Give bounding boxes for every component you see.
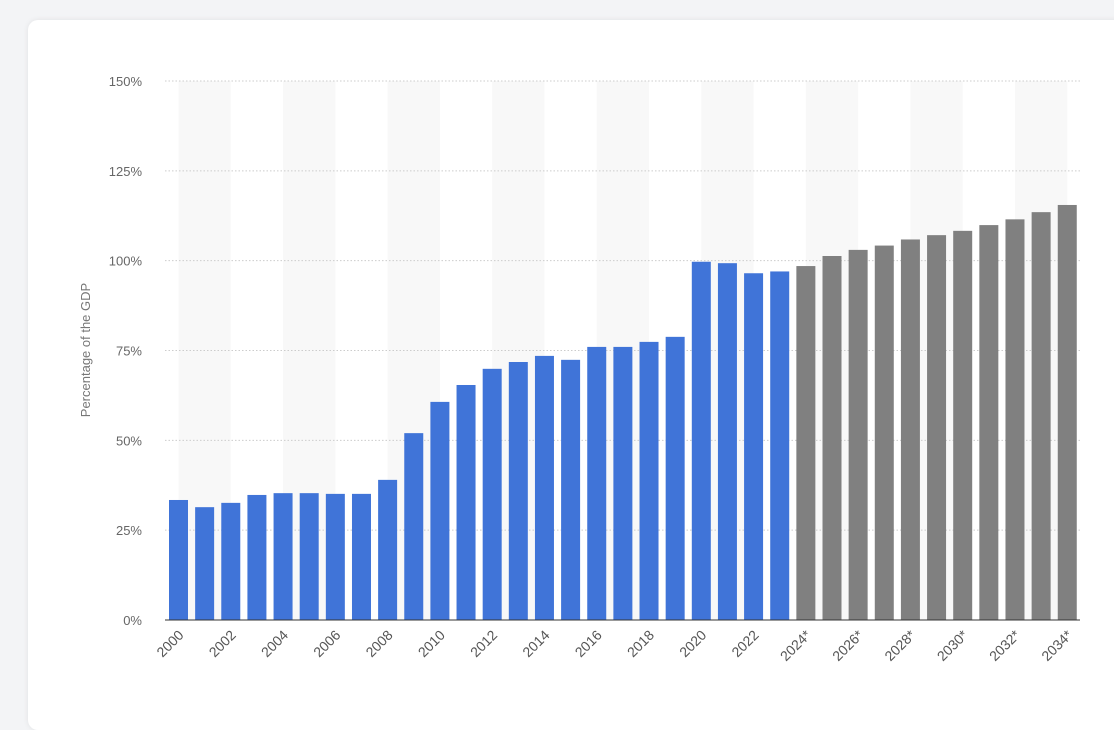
x-tick-label: 2016 (572, 627, 605, 660)
x-tick-label: 2004 (258, 627, 291, 660)
bar-2027* (874, 245, 894, 621)
x-tick-label: 2012 (467, 627, 500, 660)
x-tick-label: 2006 (310, 627, 343, 660)
bar-2011 (456, 384, 476, 620)
bar-2029* (927, 235, 947, 621)
bar-2018 (639, 341, 659, 620)
bar-2009 (404, 433, 424, 620)
bar-2023 (770, 271, 790, 620)
x-tick-label: 2010 (415, 627, 448, 660)
bar-2024* (796, 266, 816, 620)
bar-2001 (195, 507, 215, 620)
x-tick-label: 2000 (153, 627, 186, 660)
bar-2000 (169, 499, 188, 620)
x-tick-label: 2002 (206, 627, 239, 660)
bar-2021 (717, 263, 737, 620)
x-tick-label: 2032* (986, 626, 1024, 664)
bar-2004 (273, 493, 293, 620)
x-tick-label: 2026* (829, 626, 867, 664)
bar-2015 (561, 359, 581, 620)
x-tick-label: 2024* (777, 626, 815, 664)
bar-2006 (325, 493, 345, 620)
x-tick-label: 2018 (624, 627, 657, 660)
x-tick-label: 2014 (519, 627, 552, 660)
y-tick-label: 50% (116, 433, 142, 448)
bar-2022 (744, 273, 764, 620)
y-tick-label: 25% (116, 523, 142, 538)
bar-2014 (534, 355, 554, 620)
bar-2012 (482, 368, 502, 620)
bar-2019 (665, 336, 685, 620)
bar-2020 (691, 261, 711, 620)
y-axis-label: Percentage of the GDP (78, 283, 93, 417)
x-tick-label: 2020 (676, 627, 709, 660)
bar-2007 (351, 493, 371, 620)
bar-2016 (587, 346, 607, 620)
bar-2030* (953, 230, 973, 621)
y-tick-label: 75% (116, 344, 142, 359)
y-tick-label: 125% (109, 164, 143, 179)
bar-2028* (900, 239, 920, 620)
bar-2013 (508, 361, 528, 620)
y-tick-label: 100% (109, 254, 143, 269)
bar-2032* (1005, 219, 1025, 621)
x-tick-label: 2030* (934, 626, 972, 664)
bar-2026* (848, 249, 868, 621)
bar-2025* (822, 255, 842, 620)
x-tick-label: 2034* (1038, 626, 1076, 664)
x-tick-label: 2022 (728, 627, 761, 660)
x-tick-label: 2008 (362, 627, 395, 660)
x-tick-label: 2028* (881, 626, 919, 664)
bar-2017 (613, 346, 633, 620)
bar-2031* (979, 225, 999, 621)
bar-2005 (299, 493, 319, 620)
bar-2033* (1031, 212, 1051, 620)
y-tick-label: 0% (123, 613, 142, 628)
bar-2008 (378, 479, 398, 620)
bar-2003 (247, 494, 267, 620)
bar-2010 (430, 401, 450, 620)
bar-2034* (1057, 204, 1077, 620)
bar-2002 (221, 502, 241, 620)
y-tick-label: 150% (109, 74, 143, 89)
